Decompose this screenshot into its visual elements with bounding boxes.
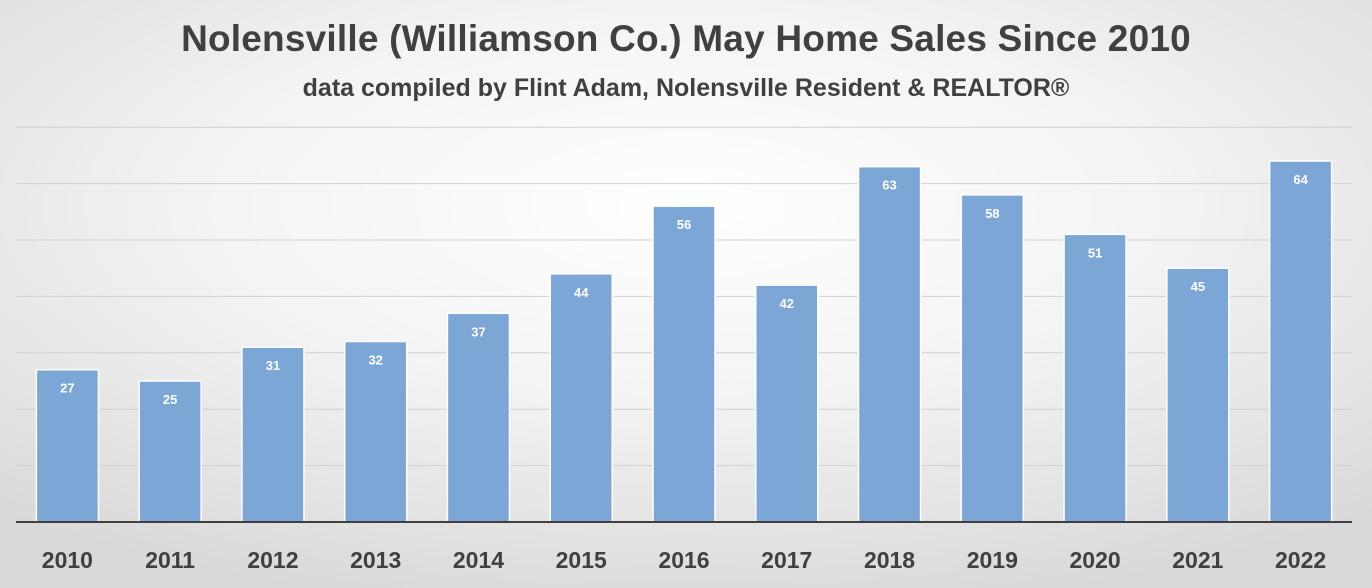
bar-2015 — [549, 273, 613, 523]
data-label-2020: 51 — [1088, 245, 1102, 260]
data-label-2016: 56 — [677, 217, 691, 232]
x-tick-label-2021: 2021 — [1172, 547, 1223, 573]
chart-title: Nolensville (Williamson Co.) May Home Sa… — [181, 18, 1191, 59]
data-label-2019: 58 — [985, 206, 999, 221]
x-tick-label-2022: 2022 — [1275, 547, 1326, 573]
x-tick-label-2014: 2014 — [453, 547, 504, 573]
x-tick-label-2013: 2013 — [350, 547, 401, 573]
x-tick-label-2012: 2012 — [247, 547, 298, 573]
bar-2016 — [652, 205, 716, 523]
data-label-2018: 63 — [882, 178, 896, 193]
bar-2021 — [1166, 267, 1230, 523]
data-label-2010: 27 — [60, 381, 74, 396]
data-label-2013: 32 — [368, 353, 382, 368]
x-tick-label-2011: 2011 — [145, 547, 195, 573]
data-label-2011: 25 — [163, 392, 177, 407]
bar-2018 — [857, 165, 922, 523]
data-label-2021: 45 — [1191, 279, 1205, 294]
data-label-2017: 42 — [780, 296, 794, 311]
bar-2010 — [35, 368, 100, 523]
data-label-2014: 37 — [471, 324, 485, 339]
bar-2012 — [241, 346, 305, 523]
x-tick-label-2019: 2019 — [967, 547, 1018, 573]
x-tick-label-2016: 2016 — [658, 547, 709, 573]
data-label-2022: 64 — [1293, 172, 1308, 187]
bar-2020 — [1063, 233, 1127, 523]
x-tick-label-2017: 2017 — [761, 547, 812, 573]
bar-2013 — [343, 340, 408, 523]
bar-2019 — [960, 194, 1025, 523]
bar-2017 — [755, 284, 819, 523]
data-label-2015: 44 — [574, 285, 589, 300]
bar-2022 — [1268, 160, 1333, 523]
x-tick-label-2015: 2015 — [556, 547, 607, 573]
bar-2014 — [446, 312, 511, 523]
x-tick-label-2010: 2010 — [42, 547, 93, 573]
chart-subtitle: data compiled by Flint Adam, Nolensville… — [302, 74, 1070, 102]
data-label-2012: 31 — [266, 358, 280, 373]
x-tick-label-2020: 2020 — [1069, 547, 1120, 573]
x-tick-label-2018: 2018 — [864, 547, 915, 573]
